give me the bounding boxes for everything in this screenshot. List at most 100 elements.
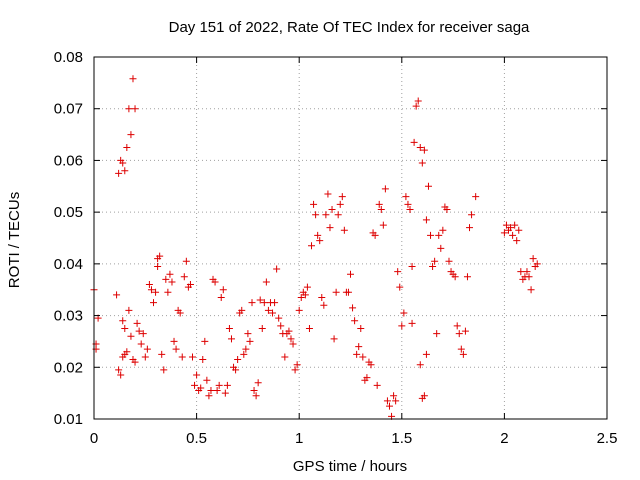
data-point (119, 317, 127, 325)
data-point (435, 231, 443, 239)
data-point (285, 327, 293, 335)
y-tick-label: 0.03 (54, 308, 83, 325)
data-point (252, 392, 260, 400)
data-point (217, 293, 225, 301)
data-point (396, 283, 404, 291)
data-point (418, 159, 426, 167)
data-point (523, 268, 531, 276)
data-point (373, 381, 381, 389)
data-points (90, 75, 541, 420)
x-tick-label: 2 (500, 430, 508, 447)
data-point (248, 299, 256, 307)
data-point (416, 144, 424, 151)
data-point (511, 221, 519, 229)
data-point (410, 138, 418, 146)
data-point (191, 381, 199, 389)
data-point (392, 397, 400, 405)
data-point (385, 402, 393, 410)
data-point (445, 257, 453, 265)
data-point (277, 322, 285, 330)
data-point (182, 257, 190, 265)
x-tick-label: 0 (90, 430, 98, 447)
data-point (424, 182, 432, 190)
data-point (507, 224, 515, 232)
data-point (207, 387, 215, 395)
data-point (170, 337, 178, 345)
data-point (162, 275, 170, 283)
data-point (295, 306, 303, 314)
data-point (160, 366, 168, 374)
data-point (463, 273, 471, 281)
data-point (420, 392, 428, 400)
data-point (338, 193, 346, 201)
data-point (176, 309, 184, 317)
data-point (133, 319, 141, 327)
chart-title: Day 151 of 2022, Rate Of TEC Index for r… (169, 19, 530, 36)
data-point (301, 291, 309, 299)
data-point (258, 325, 266, 332)
data-point (234, 356, 242, 364)
y-tick-label: 0.01 (54, 411, 83, 428)
data-point (232, 366, 240, 374)
data-point (123, 348, 131, 356)
data-point (281, 353, 289, 361)
data-point (203, 376, 211, 384)
data-point (219, 286, 227, 294)
data-point (404, 200, 412, 208)
y-tick-label: 0.05 (54, 204, 83, 221)
y-tick-label: 0.02 (54, 359, 83, 376)
data-point (240, 350, 248, 358)
data-point (347, 270, 354, 278)
x-tick-label: 1 (295, 430, 303, 447)
data-point (316, 237, 324, 245)
data-point (312, 211, 320, 219)
data-point (262, 278, 270, 286)
data-point (453, 322, 461, 330)
data-point (188, 353, 196, 361)
data-point (223, 381, 231, 389)
data-point (168, 278, 176, 286)
data-point (340, 226, 348, 234)
data-point (254, 379, 262, 387)
data-point (533, 260, 541, 268)
data-point (250, 387, 258, 395)
data-point (180, 273, 188, 281)
data-point (414, 97, 422, 105)
data-point (143, 345, 151, 353)
data-point (451, 273, 459, 281)
data-point (408, 262, 416, 270)
y-tick-label: 0.06 (54, 152, 83, 169)
data-point (402, 193, 410, 201)
data-point (287, 335, 295, 343)
y-tick-label: 0.08 (54, 49, 83, 66)
data-point (127, 332, 135, 340)
data-point (431, 257, 439, 265)
data-point (517, 268, 525, 276)
data-point (211, 278, 219, 286)
data-point (336, 200, 344, 208)
data-point (273, 265, 281, 273)
data-point (117, 371, 125, 379)
data-point (260, 299, 268, 307)
data-point (344, 288, 352, 296)
data-point (293, 361, 301, 369)
data-point (221, 389, 229, 397)
x-tick-label: 0.5 (186, 430, 207, 447)
data-point (271, 299, 279, 307)
data-point (141, 353, 149, 361)
data-point (125, 105, 133, 113)
data-point (515, 226, 523, 234)
data-point (297, 293, 305, 301)
data-point (326, 224, 334, 232)
data-point (264, 306, 272, 314)
data-point (525, 273, 533, 281)
data-point (416, 361, 424, 369)
data-point (466, 224, 474, 232)
data-point (121, 167, 129, 175)
data-point (351, 317, 359, 325)
data-point (147, 286, 155, 294)
data-point (412, 102, 420, 110)
data-point (164, 288, 172, 296)
data-point (291, 366, 299, 374)
grid (94, 57, 607, 419)
